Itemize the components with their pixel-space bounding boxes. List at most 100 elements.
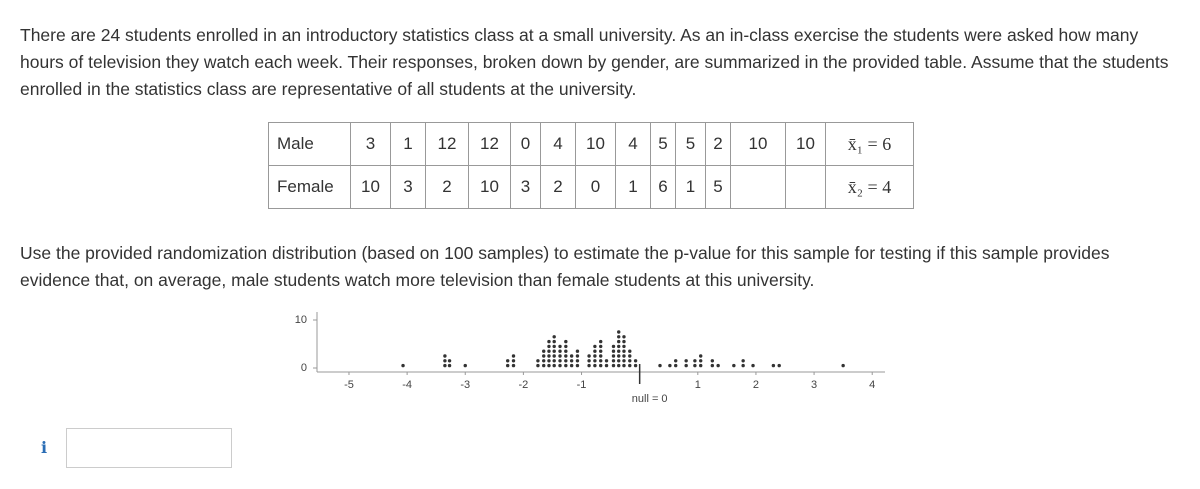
dot [599, 354, 603, 358]
table-cell: 3 [350, 122, 391, 166]
dot [552, 359, 556, 363]
x-tick-label: -1 [577, 379, 587, 391]
dot [684, 363, 688, 368]
dot [564, 363, 568, 368]
y-tick-label: 10 [295, 314, 307, 326]
table-cell: 4 [615, 122, 651, 166]
table-cell: 6 [650, 165, 676, 209]
table-cell: 1 [390, 122, 426, 166]
dot [658, 363, 662, 368]
dot [593, 354, 597, 358]
dot [611, 359, 616, 363]
dot [710, 363, 715, 368]
dot [617, 339, 621, 344]
dot [622, 349, 626, 353]
dot [552, 335, 556, 339]
dot [741, 359, 745, 363]
dot [622, 339, 626, 344]
null-label: null = 0 [632, 393, 668, 405]
dot [552, 363, 556, 368]
dot [699, 363, 703, 368]
x-tick-label: 1 [695, 379, 701, 391]
dot [552, 354, 556, 358]
dot [443, 363, 447, 368]
dot [633, 363, 638, 368]
dot [587, 359, 591, 363]
dot [552, 344, 556, 349]
dot [552, 349, 556, 353]
x-tick-label: -3 [460, 379, 470, 391]
dot [599, 339, 603, 344]
dot [741, 363, 745, 368]
data-table: Male 3 1 12 12 0 4 10 4 5 5 2 10 10 x̄₁ = 6 Female 10 3 2 1… [268, 122, 914, 209]
dot [693, 359, 697, 363]
dot [505, 359, 510, 363]
dot [564, 344, 568, 349]
dot [542, 359, 546, 363]
dot [628, 359, 632, 363]
dot [463, 363, 467, 368]
dot [575, 363, 580, 368]
dot [547, 354, 551, 358]
table-cell: Male [268, 122, 351, 166]
dot [558, 354, 562, 358]
x-tick-label: 2 [753, 379, 759, 391]
dot [668, 363, 672, 368]
dot [622, 363, 626, 368]
table-cell: 3 [510, 165, 541, 209]
table-cell: 1 [675, 165, 706, 209]
dot [587, 363, 591, 368]
dot [628, 363, 632, 368]
dot [599, 349, 603, 353]
x-tick-label: -5 [344, 379, 354, 391]
dot [511, 354, 516, 358]
x-tick-label: -4 [402, 379, 412, 391]
dot [587, 354, 591, 358]
table-cell: 12 [425, 122, 469, 166]
dot [611, 363, 616, 368]
dot [552, 339, 556, 344]
dot [569, 363, 574, 368]
dot [617, 363, 621, 368]
x-tick-label: 4 [869, 379, 875, 391]
dot [443, 354, 447, 358]
table-cell: 5 [650, 122, 676, 166]
dot [604, 363, 609, 368]
table-cell: 2 [540, 165, 576, 209]
answer-input[interactable] [66, 428, 232, 468]
table-cell: 4 [540, 122, 576, 166]
dot [558, 359, 562, 363]
dot [617, 349, 621, 353]
x-tick-label: -2 [518, 379, 528, 391]
dot [558, 349, 562, 353]
dot [599, 359, 603, 363]
table-cell: 10 [575, 122, 616, 166]
table-cell: 10 [468, 165, 511, 209]
dot [684, 359, 688, 363]
table-cell: 0 [575, 165, 616, 209]
dot [547, 359, 551, 363]
dot [599, 344, 603, 349]
dot [617, 354, 621, 358]
dot [569, 354, 574, 358]
dot [633, 359, 638, 363]
table-cell: x̄₁ = 6 [825, 122, 914, 166]
dot [751, 363, 755, 368]
table-cell: Female [268, 165, 351, 209]
intro-text: There are 24 students enrolled in an int… [20, 25, 1169, 99]
dot [732, 363, 736, 368]
dot [699, 354, 703, 358]
dot [617, 344, 621, 349]
dot [593, 349, 597, 353]
dot [542, 349, 546, 353]
dot [611, 349, 616, 353]
dot [401, 363, 405, 368]
dot [599, 363, 603, 368]
info-icon[interactable]: i [40, 438, 48, 457]
dot [542, 354, 546, 358]
dot [447, 363, 452, 368]
dot [511, 359, 516, 363]
dot [547, 349, 551, 353]
table-row: Male 3 1 12 12 0 4 10 4 5 5 2 10 10 x̄₁ = 6 [268, 122, 914, 166]
